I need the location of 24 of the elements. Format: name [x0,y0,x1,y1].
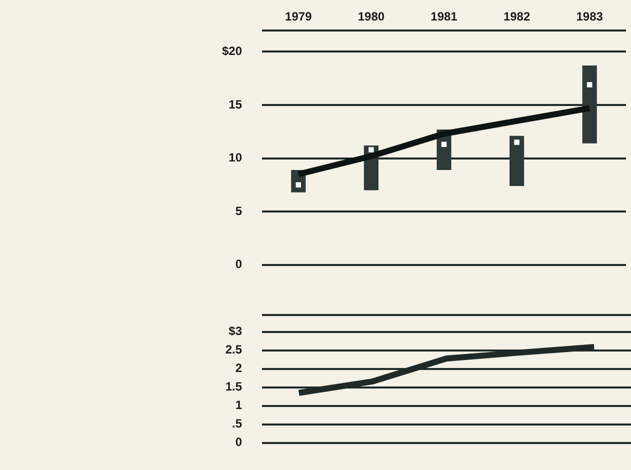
x-tick-label: 1979 [285,10,312,24]
bar [510,136,524,186]
y-tick-label: 0 [235,257,242,272]
point [514,140,520,145]
y-tick-label: 15 [228,97,242,112]
x-tick-label: 1982 [503,10,530,24]
point [296,182,302,188]
x-tick-label: 1980 [358,10,385,24]
y-tick-label: 2.5 [225,342,242,357]
y-tick-label: 0 [235,435,242,450]
y-tick-label: 5 [235,204,242,218]
y-tick-label: 10 [228,150,242,165]
y-tick-label: .5 [232,416,242,431]
x-tick-label: 1983 [576,10,604,24]
point [368,147,374,152]
y-tick-label: 1.5 [225,380,242,394]
point [586,82,592,88]
x-tick-label: 1981 [430,10,458,24]
y-tick-label: $3 [228,324,242,338]
point [441,142,447,148]
y-tick-label: 1 [235,398,242,412]
bar [582,66,597,144]
y-tick-label: 2 [235,361,242,376]
y-tick-label: $20 [222,44,242,58]
